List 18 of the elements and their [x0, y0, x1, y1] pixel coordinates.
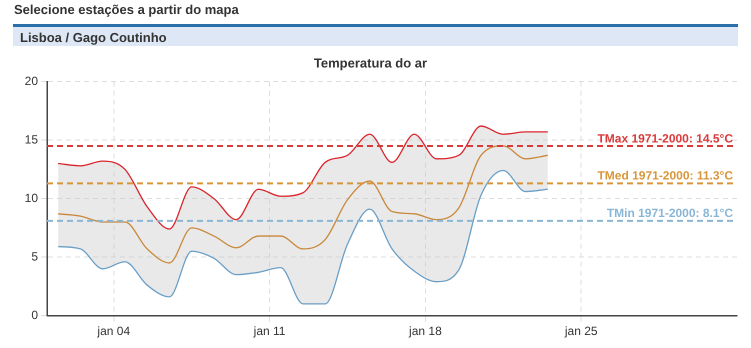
y-tick-label: 0: [31, 308, 38, 322]
x-tick-label: jan 18: [408, 324, 442, 338]
chart-title: Temperatura do ar: [314, 55, 428, 70]
line-series: [57, 145, 548, 264]
text: Lisboa / Gago Coutinho: [13, 24, 738, 46]
x-tick-label: jan 25: [564, 324, 598, 338]
x-tick-label: jan 04: [96, 324, 130, 338]
y-tick-label: 5: [31, 249, 38, 264]
text: Selecione estações a partir do mapa: [14, 2, 239, 17]
y-tick-label: 15: [24, 132, 38, 146]
y-tick-label: 20: [24, 74, 38, 88]
ref-line-label: TMax 1971-2000: 14.5°C: [597, 131, 734, 146]
ref-line-label: TMed 1971-2000: 11.3°C: [597, 168, 734, 183]
ref-line-label: TMin 1971-2000: 8.1°C: [606, 206, 734, 220]
y-tick-label: 10: [24, 190, 38, 205]
x-tick-label: jan 11: [252, 324, 286, 338]
line-series: [57, 170, 548, 305]
line-series: [57, 125, 548, 230]
